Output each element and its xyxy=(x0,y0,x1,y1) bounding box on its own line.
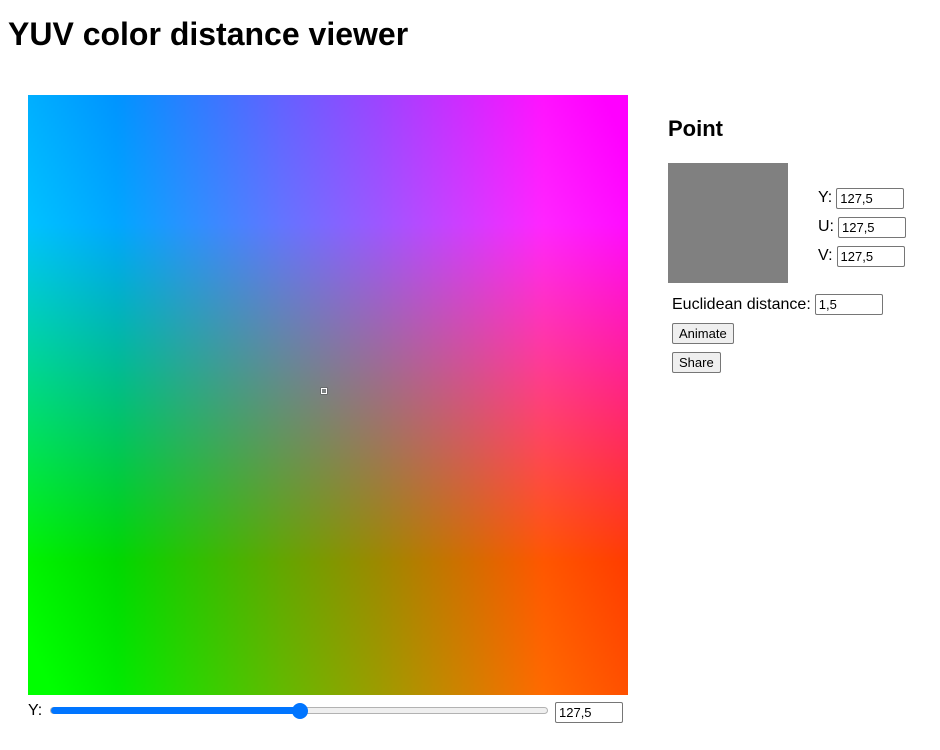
y-field-row: Y: xyxy=(818,187,905,209)
y-slider-thumb[interactable] xyxy=(292,703,308,719)
y-slider[interactable] xyxy=(50,703,548,719)
selected-point-marker[interactable] xyxy=(321,388,327,394)
y-slider-row: Y: xyxy=(28,700,628,724)
point-panel: Point Y: U: V: Euclidean distance: Anima… xyxy=(668,110,928,373)
u-field-input[interactable] xyxy=(838,216,906,238)
y-slider-value-input[interactable] xyxy=(555,702,623,723)
y-field-input[interactable] xyxy=(836,187,905,209)
uv-color-plane[interactable] xyxy=(28,95,628,695)
color-swatch xyxy=(668,163,788,283)
y-slider-fill xyxy=(51,707,300,714)
point-panel-title: Point xyxy=(668,116,723,141)
animate-button[interactable]: Animate xyxy=(672,323,734,344)
y-field-label: Y: xyxy=(818,189,833,206)
v-field-row: V: xyxy=(818,245,905,267)
u-field-row: U: xyxy=(818,216,906,238)
uv-plane-area[interactable] xyxy=(28,95,628,695)
share-button[interactable]: Share xyxy=(672,352,721,373)
v-field-input[interactable] xyxy=(836,245,905,267)
y-slider-label: Y: xyxy=(28,702,43,719)
distance-input[interactable] xyxy=(814,294,883,315)
u-field-label: U: xyxy=(818,218,834,235)
distance-label: Euclidean distance: xyxy=(672,295,811,313)
distance-row: Euclidean distance: xyxy=(672,294,883,315)
page-title: YUV color distance viewer xyxy=(8,16,409,52)
v-field-label: V: xyxy=(818,247,833,264)
